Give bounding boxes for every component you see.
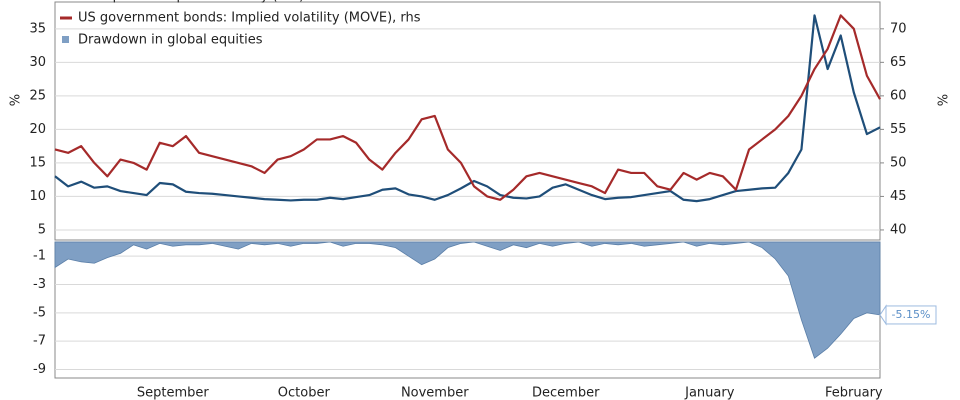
y-tick-label: 10 [29,189,46,204]
y-tick-label: 20 [29,122,46,137]
x-tick-label: February [825,386,883,400]
y-tick-label: 35 [29,21,46,36]
y2-tick-label: 70 [890,21,907,36]
y-tick-label: -9 [33,362,46,377]
y2-tick-label: 65 [890,55,907,70]
area [54,241,881,359]
bottom-panel-frame [54,241,881,379]
legend-swatch [62,36,69,43]
line [54,14,881,201]
line [54,14,881,203]
y2-tick-label: 45 [890,189,907,204]
legend-label: Drawdown in global equities [78,33,263,48]
y-tick-label: 30 [29,55,46,70]
y2-tick-label: 55 [890,122,907,137]
y-tick-label: 25 [29,88,46,103]
x-tick-label: September [137,386,210,400]
label-box [885,305,937,325]
y-tick-label: -3 [33,277,46,292]
label-pointer [879,304,887,326]
y2-tick-label: 60 [890,88,907,103]
top-panel-frame [54,1,881,241]
y-tick-label: -1 [33,249,46,264]
x-tick-label: December [532,386,600,400]
y-tick-label: 5 [38,222,46,237]
y2-tick-label: 40 [890,222,907,237]
y-tick-label: -5 [33,305,46,320]
data-label: -5.15% [892,308,931,321]
y2-axis-label: % [937,94,952,106]
x-tick-label: January [684,386,735,400]
y-axis-label: % [9,94,24,106]
legend-label: US equities: Implied volatility (VIX) [78,0,304,4]
y-tick-label: -7 [33,334,46,349]
x-tick-label: November [401,386,469,400]
legend-label: US government bonds: Implied volatility … [78,11,421,26]
y-tick-label: 15 [29,155,46,170]
x-tick-label: October [278,386,331,400]
y2-tick-label: 50 [890,155,907,170]
